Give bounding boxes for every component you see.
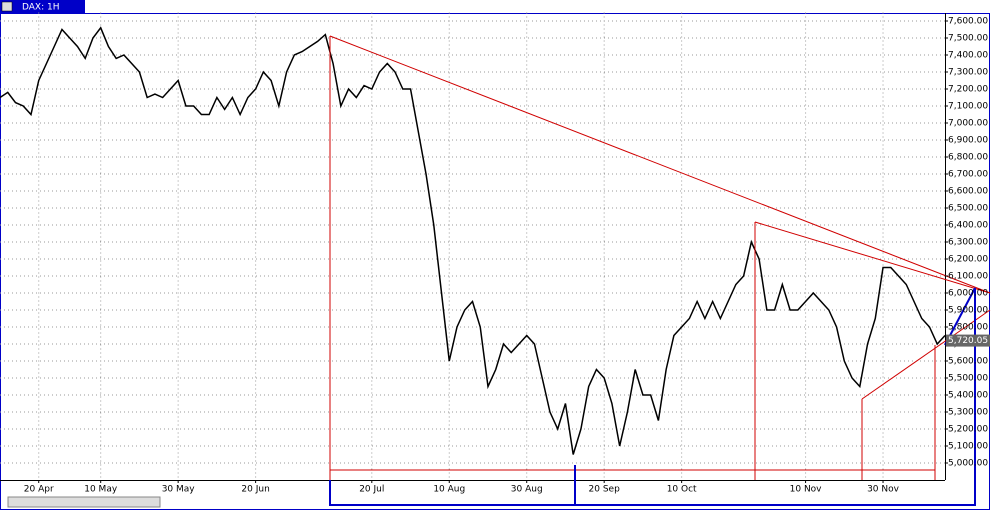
y-tick-label: 5,100.00 xyxy=(948,442,988,452)
x-tick-label: 10 May xyxy=(84,485,118,495)
y-tick-label: 5,400.00 xyxy=(948,391,988,401)
x-tick-label: 30 Aug xyxy=(511,485,543,495)
trendline xyxy=(329,35,991,294)
x-tick-label: 30 Nov xyxy=(867,485,900,495)
trendline xyxy=(861,309,991,400)
x-tick-label: 10 Oct xyxy=(667,485,697,495)
y-tick-label: 7,600.00 xyxy=(948,17,988,27)
y-tick-label: 5,300.00 xyxy=(948,408,988,418)
y-tick-label: 6,900.00 xyxy=(948,136,988,146)
last-price-label: 5,720.05 xyxy=(948,336,988,346)
trendlines xyxy=(329,35,991,480)
last-price-badge xyxy=(946,334,990,347)
price-line xyxy=(0,26,946,455)
y-tick-label: 6,200.00 xyxy=(948,255,988,265)
y-tick-label: 6,500.00 xyxy=(948,204,988,214)
grid xyxy=(0,12,945,480)
y-tick-label: 5,600.00 xyxy=(948,357,988,367)
x-tick-label: 30 May xyxy=(162,485,196,495)
y-tick-label: 6,700.00 xyxy=(948,170,988,180)
plot xyxy=(0,26,946,455)
frame xyxy=(0,13,990,510)
y-tick-label: 5,200.00 xyxy=(948,425,988,435)
trendline xyxy=(754,221,991,294)
window-icon[interactable] xyxy=(1,1,13,12)
blue-lines xyxy=(329,287,976,506)
chart-title: DAX: 1H xyxy=(22,3,59,13)
y-tick-label: 6,300.00 xyxy=(948,238,988,248)
blue-line xyxy=(329,287,976,506)
x-tick-label: 20 Apr xyxy=(24,485,54,495)
y-tick-label: 5,000.00 xyxy=(948,459,988,469)
x-tick-label: 20 Sep xyxy=(589,485,621,495)
y-tick-label: 7,000.00 xyxy=(948,119,988,129)
x-tick-label: 10 Nov xyxy=(790,485,823,495)
y-tick-label: 6,000.00 xyxy=(948,289,988,299)
y-tick-label: 5,800.00 xyxy=(948,323,988,333)
x-tick-label: 20 Jul xyxy=(359,485,384,495)
y-tick-label: 6,600.00 xyxy=(948,187,988,197)
x-tick-label: 10 Aug xyxy=(433,485,465,495)
x-tick-label: 20 Jun xyxy=(241,485,269,495)
title-bar xyxy=(0,0,85,13)
y-tick-label: 7,100.00 xyxy=(948,102,988,112)
y-tick-label: 6,100.00 xyxy=(948,272,988,282)
y-tick-label: 5,900.00 xyxy=(948,306,988,316)
scrollbar[interactable] xyxy=(7,496,161,508)
y-tick-label: 7,300.00 xyxy=(948,68,988,78)
y-tick-label: 7,400.00 xyxy=(948,51,988,61)
y-tick-label: 7,200.00 xyxy=(948,85,988,95)
y-tick-label: 6,800.00 xyxy=(948,153,988,163)
y-tick-label: 6,400.00 xyxy=(948,221,988,231)
y-tick-label: 5,500.00 xyxy=(948,374,988,384)
y-tick-label: 7,500.00 xyxy=(948,34,988,44)
